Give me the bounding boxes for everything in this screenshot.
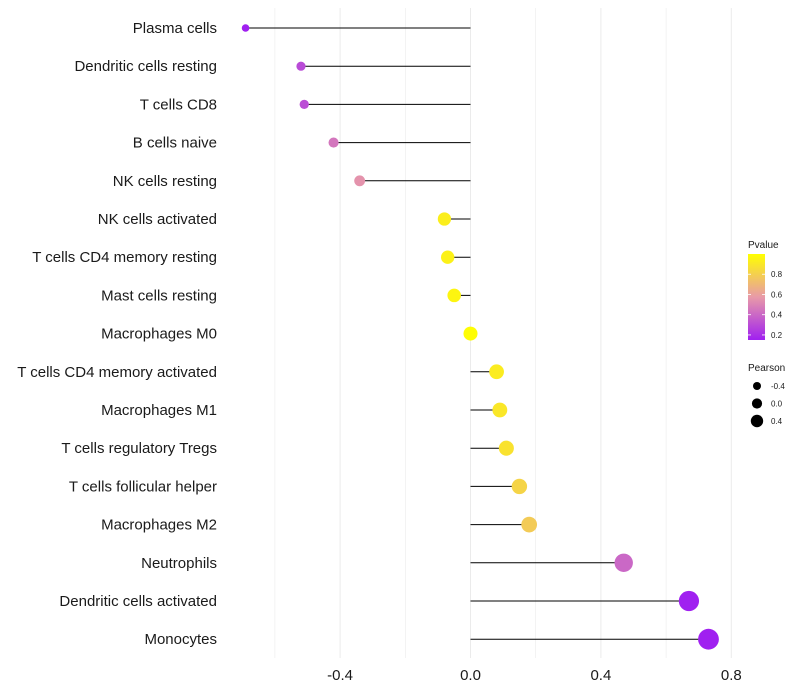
category-label: Monocytes <box>144 631 217 648</box>
grid-lines <box>274 8 732 658</box>
x-tick-label: 0.0 <box>460 667 481 684</box>
pvalue-colorbar <box>748 254 765 340</box>
category-label: B cells naive <box>133 135 217 152</box>
category-label: Macrophages M1 <box>101 402 217 419</box>
pvalue-tick-label: 0.2 <box>771 331 783 340</box>
category-label: Plasma cells <box>133 20 217 37</box>
lollipop-point <box>463 326 478 341</box>
lollipop-point <box>299 99 309 110</box>
pvalue-legend: Pvalue 0.2 0.4 0.6 0.8 <box>748 240 783 340</box>
lollipop-point <box>354 175 366 187</box>
category-label: Dendritic cells resting <box>74 58 217 75</box>
x-tick-label: 0.4 <box>590 667 611 684</box>
lollipop-point <box>511 478 528 495</box>
category-label: NK cells activated <box>98 211 217 228</box>
lollipop-point <box>447 288 461 303</box>
pvalue-tick-label: 0.8 <box>771 270 783 279</box>
pearson-legend: Pearson -0.4 0.0 0.4 <box>748 363 785 428</box>
lollipop-point <box>614 553 633 572</box>
category-label: Dendritic cells activated <box>59 593 217 610</box>
pearson-tick-label: -0.4 <box>771 382 785 391</box>
lollipop-point <box>678 590 700 612</box>
category-label: Macrophages M0 <box>101 326 217 343</box>
category-label: Mast cells resting <box>101 287 217 304</box>
pearson-size-key <box>750 414 764 428</box>
pearson-legend-title: Pearson <box>748 363 785 374</box>
category-label: Macrophages M2 <box>101 517 217 534</box>
lollipop-point <box>241 24 250 32</box>
pvalue-legend-title: Pvalue <box>748 240 779 251</box>
pvalue-tick-label: 0.4 <box>771 311 783 320</box>
pearson-size-key <box>751 398 763 409</box>
lollipop-point <box>498 440 514 456</box>
lollipop-point <box>328 137 339 148</box>
x-axis-tick-labels: -0.4 0.0 0.4 0.8 <box>327 667 742 684</box>
lollipop-point <box>489 364 504 380</box>
category-label: T cells CD4 memory activated <box>17 364 217 381</box>
category-label: T cells CD8 <box>140 96 217 113</box>
pearson-size-key <box>753 382 761 390</box>
lollipop-point <box>440 250 455 264</box>
x-tick-label: 0.8 <box>721 667 742 684</box>
category-labels: Plasma cells Dendritic cells resting T cel… <box>17 20 217 648</box>
lollipop-point <box>296 61 306 71</box>
lollipop-point <box>698 628 719 650</box>
category-label: T cells regulatory Tregs <box>61 440 217 457</box>
category-label: NK cells resting <box>113 173 217 190</box>
pearson-tick-label: 0.0 <box>771 400 783 409</box>
lollipop-point <box>437 212 452 226</box>
pearson-tick-label: 0.4 <box>771 417 783 426</box>
lollipop-point <box>521 516 538 533</box>
category-label: T cells CD4 memory resting <box>32 249 217 266</box>
lollipop-points <box>241 24 719 650</box>
category-label: Neutrophils <box>141 555 217 572</box>
x-tick-label: -0.4 <box>327 667 353 684</box>
category-label: T cells follicular helper <box>69 478 217 495</box>
lollipop-point <box>492 402 508 418</box>
pvalue-tick-label: 0.6 <box>771 290 783 299</box>
